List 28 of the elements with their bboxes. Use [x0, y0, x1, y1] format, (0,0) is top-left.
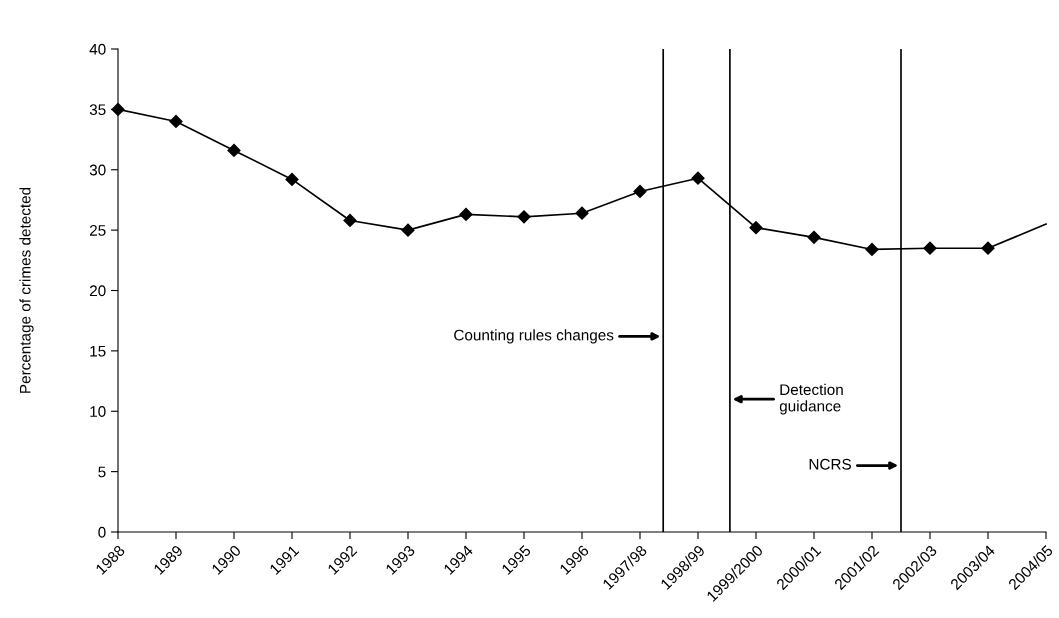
y-tick-label: 40: [89, 43, 106, 55]
y-tick-label: 35: [89, 104, 106, 116]
point: [343, 213, 357, 228]
y-tick-label: 30: [89, 164, 106, 176]
y-axis-title: Percentage of crimes detected: [19, 187, 34, 393]
annotation: Detection guidance: [779, 383, 843, 415]
point: [633, 184, 647, 199]
point: [691, 171, 705, 185]
point: [285, 172, 299, 186]
point: [807, 230, 821, 244]
point: [517, 210, 531, 224]
y-tick-label: 20: [89, 285, 106, 297]
point: [923, 241, 937, 255]
point: [401, 223, 415, 237]
point: [459, 207, 473, 222]
point: [169, 114, 183, 129]
point: [981, 241, 995, 255]
y-tick-label: 10: [90, 406, 106, 417]
annotation: NCRS: [809, 458, 851, 470]
y-tick-label: 15: [90, 345, 106, 357]
y-tick-label: 5: [98, 466, 106, 478]
point: [749, 221, 763, 235]
point: [575, 206, 589, 220]
point: [865, 242, 879, 257]
y-tick-label: 25: [89, 224, 106, 236]
y-tick-label: 0: [98, 526, 106, 538]
annotation: Counting rules changes: [454, 329, 614, 344]
point: [227, 143, 241, 158]
